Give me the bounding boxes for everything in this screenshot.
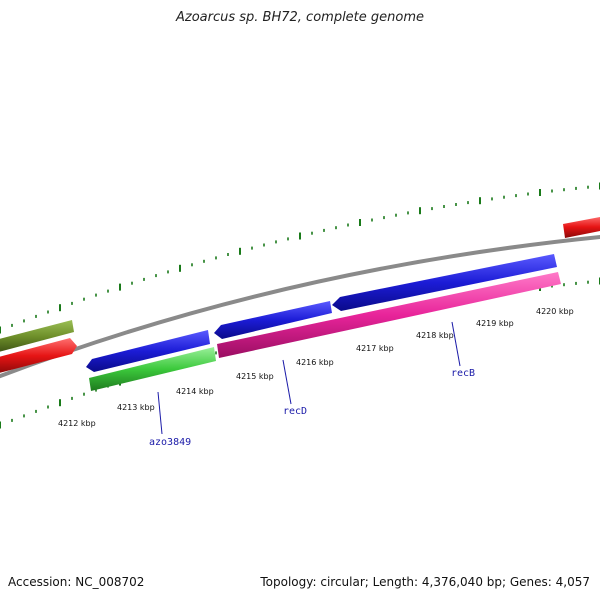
gene-blue-1	[86, 330, 210, 372]
gene-label-recB: recB	[451, 368, 475, 379]
outer-tick-track	[0, 182, 600, 334]
gene-label-recD: recD	[283, 406, 307, 417]
leader-azo3849	[157, 391, 163, 435]
gene-blue-2	[214, 301, 332, 339]
kbp-label-4214: 4214 kbp	[176, 387, 214, 396]
leader-recB	[451, 321, 461, 367]
gene-red-left	[0, 338, 77, 373]
kbp-label-4220: 4220 kbp	[536, 307, 574, 316]
kbp-label-4217: 4217 kbp	[356, 344, 394, 353]
accession-text: Accession: NC_008702	[8, 575, 145, 589]
gene-green-azo3849	[89, 347, 216, 391]
gene-red-right	[563, 216, 600, 238]
kbp-label-4213: 4213 kbp	[117, 403, 155, 412]
map-title: Azoarcus sp. BH72, complete genome	[175, 10, 425, 25]
kbp-label-4212: 4212 kbp	[58, 419, 96, 428]
leader-recD	[282, 359, 292, 405]
gene-blue-3-recB	[332, 254, 557, 311]
kbp-label-4215: 4215 kbp	[236, 372, 274, 381]
kbp-label-4216: 4216 kbp	[296, 358, 334, 367]
topology-text: Topology: circular; Length: 4,376,040 bp…	[260, 575, 590, 589]
kbp-label-4219: 4219 kbp	[476, 319, 514, 328]
gene-pink-recD	[217, 272, 561, 358]
gene-label-azo3849: azo3849	[149, 437, 191, 448]
gene-olive-left	[0, 320, 74, 352]
kbp-label-4218: 4218 kbp	[416, 331, 454, 340]
